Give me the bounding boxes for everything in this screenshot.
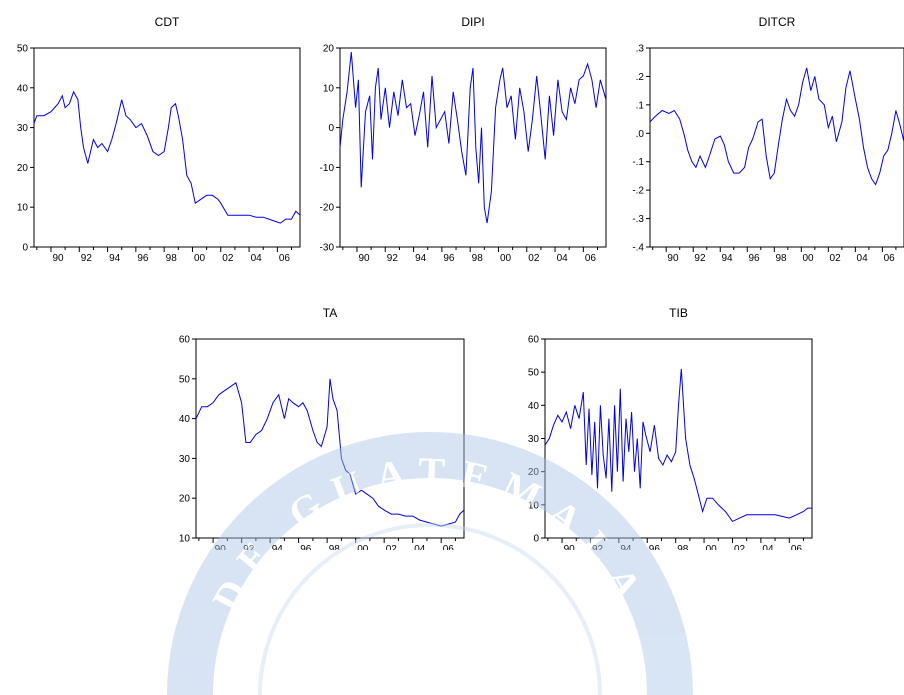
y-tick-label: -20 [320, 203, 335, 214]
x-tick-label: 90 [564, 544, 576, 550]
x-tick-label: 92 [387, 253, 399, 264]
plot-frame [195, 338, 465, 539]
chart-panel-dipi: DIPI -30 -20 -10 0 10 20 90 92 94 96 98 00 02 04 06 [320, 15, 607, 264]
x-tick-label: 90 [358, 253, 370, 264]
x-tick-label: 04 [557, 253, 569, 264]
x-tick-label: 98 [775, 253, 787, 264]
x-tick-label: 94 [415, 253, 427, 264]
x-tick-label: 90 [52, 253, 64, 264]
chart-title: TA [323, 306, 337, 320]
y-tick-label: 60 [179, 335, 191, 346]
x-tick-label: 96 [748, 253, 760, 264]
y-tick-label: 20 [179, 494, 191, 505]
x-tick-label: 06 [585, 253, 597, 264]
series-line [544, 368, 812, 523]
x-tick-label: 04 [251, 253, 263, 264]
y-tick-label: -30 [320, 243, 335, 254]
y-tick-label: 60 [528, 335, 540, 346]
x-tick-label: 00 [803, 253, 815, 264]
y-tick-label: 20 [528, 467, 540, 478]
y-tick-label: -.4 [632, 243, 644, 254]
x-tick-label: 02 [528, 253, 540, 264]
x-tick-label: 06 [791, 544, 803, 550]
x-tick-label: 94 [109, 253, 121, 264]
x-tick-label: 06 [443, 544, 455, 550]
chart-panel-tib: TIB 0 10 20 30 40 50 60 90 92 94 96 98 00 02 04 06 [528, 306, 813, 550]
x-tick-label: 90 [667, 253, 679, 264]
chart-title: DIPI [461, 15, 484, 29]
series-line [33, 90, 301, 224]
plot-frame [544, 338, 813, 539]
y-tick-label: 50 [17, 44, 29, 55]
x-tick-label: 92 [81, 253, 93, 264]
x-tick-label: 92 [243, 544, 255, 550]
x-tick-label: 04 [414, 544, 426, 550]
y-tick-label: 30 [528, 434, 540, 445]
x-tick-label: 98 [677, 544, 689, 550]
y-tick-label: .0 [636, 129, 645, 140]
x-tick-label: 92 [694, 253, 706, 264]
chart-panel-ditcr: DITCR -.4 -.3 -.2 -.1 .0 .1 .2 .3 90 92 94 96 98 00 02 0… [632, 15, 904, 264]
y-tick-label: -.2 [632, 186, 644, 197]
plot-frame [649, 47, 904, 248]
y-tick-label: 40 [17, 83, 29, 94]
x-tick-label: 06 [884, 253, 896, 264]
x-tick-label: 00 [500, 253, 512, 264]
series-line [195, 378, 465, 527]
y-tick-label: 50 [179, 374, 191, 385]
y-tick-label: 0 [328, 123, 334, 134]
y-tick-label: .3 [636, 44, 645, 55]
x-tick-label: 94 [721, 253, 733, 264]
x-tick-label: 06 [279, 253, 291, 264]
x-tick-label: 94 [620, 544, 632, 550]
y-tick-label: 10 [323, 83, 335, 94]
x-tick-label: 02 [734, 544, 746, 550]
y-tick-label: 10 [528, 500, 540, 511]
x-tick-label: 96 [649, 544, 661, 550]
x-tick-label: 98 [329, 544, 341, 550]
x-tick-label: 02 [386, 544, 398, 550]
x-tick-label: 00 [357, 544, 369, 550]
y-tick-label: 10 [179, 534, 191, 545]
chart-title: DITCR [759, 15, 796, 29]
y-tick-label: -10 [320, 163, 335, 174]
y-tick-label: 0 [22, 243, 28, 254]
x-tick-label: 04 [762, 544, 774, 550]
x-tick-label: 00 [706, 544, 718, 550]
y-tick-label: 20 [323, 44, 335, 55]
chart-title: CDT [155, 15, 180, 29]
y-tick-label: 0 [533, 534, 539, 545]
y-tick-label: 30 [179, 454, 191, 465]
x-tick-label: 04 [857, 253, 869, 264]
y-tick-label: 10 [17, 203, 29, 214]
y-tick-label: -.1 [632, 157, 644, 168]
x-tick-label: 02 [830, 253, 842, 264]
y-tick-label: .2 [636, 72, 645, 83]
y-tick-label: -.3 [632, 214, 644, 225]
y-tick-label: 40 [528, 401, 540, 412]
plot-frame [33, 47, 301, 248]
x-tick-label: 92 [592, 544, 604, 550]
y-tick-label: 40 [179, 414, 191, 425]
x-tick-label: 94 [272, 544, 284, 550]
x-tick-label: 98 [166, 253, 178, 264]
x-tick-label: 96 [137, 253, 149, 264]
x-tick-label: 00 [194, 253, 206, 264]
chart-panel-ta: TA 10 20 30 40 50 60 90 92 94 96 98 00 02 04 06 [179, 306, 465, 550]
y-tick-label: 20 [17, 163, 29, 174]
y-tick-label: 50 [528, 368, 540, 379]
y-tick-label: .1 [636, 100, 645, 111]
x-tick-label: 96 [443, 253, 455, 264]
x-tick-label: 02 [222, 253, 234, 264]
chart-panel-cdt: CDT 0 10 20 30 40 50 90 92 94 96 98 00 02 04 06 [17, 15, 301, 264]
chart-title: TIB [669, 306, 688, 320]
x-tick-label: 96 [300, 544, 312, 550]
x-tick-label: 90 [215, 544, 227, 550]
y-tick-label: 30 [17, 123, 29, 134]
x-tick-label: 98 [472, 253, 484, 264]
series-line [649, 67, 904, 186]
series-line [339, 51, 607, 224]
